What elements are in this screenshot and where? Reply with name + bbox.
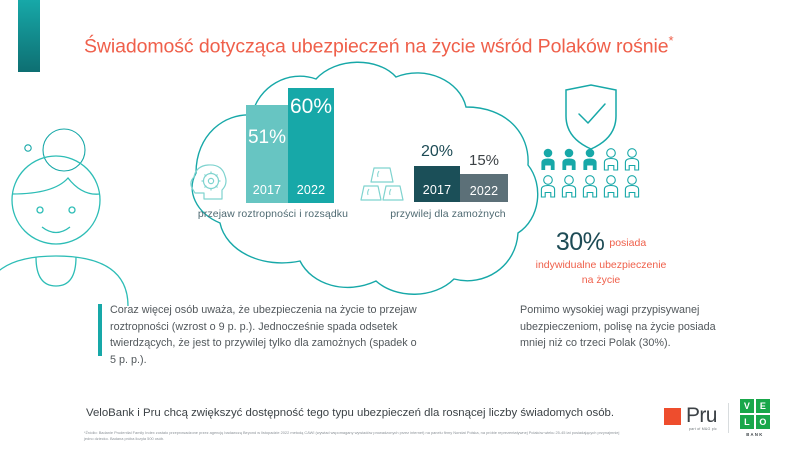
- people-row-bottom: [540, 175, 644, 199]
- person-illustration-icon: [0, 155, 129, 307]
- stat-description-line1: indywidualne ubezpieczenie: [535, 259, 667, 271]
- stat-description-line2: na życie: [581, 274, 621, 286]
- logo-lockup: Pru part of M&G plc V E L O BANK: [664, 396, 794, 440]
- person-icon-filled-2: [562, 148, 576, 170]
- velo-letter-v: V: [739, 399, 754, 414]
- bar-value-2017-privilege: 20%: [420, 143, 454, 160]
- pru-wordmark: Pru part of M&G plc: [686, 405, 717, 432]
- velo-letter-e: E: [755, 399, 770, 414]
- body-paragraph-right: Pomimo wysokiej wagi przypisywanej ubezp…: [520, 302, 720, 352]
- velo-letter-grid: V E L O: [739, 399, 770, 430]
- category-label-privilege: przywilej dla zamożnych: [390, 208, 506, 220]
- body-paragraph-left-text: Coraz więcej osób uważa, że ubezpieczeni…: [110, 304, 417, 366]
- logo-divider: [727, 403, 729, 433]
- category-label-prudence: przejaw roztropności i rozsądku: [197, 208, 349, 220]
- people-pictogram: [540, 148, 644, 202]
- person-icon-outline-7: [561, 175, 577, 198]
- person-icon-filled-3: [583, 148, 597, 170]
- bar-2017-privilege: 20% 2017: [414, 143, 460, 202]
- gold-bars-icon: [360, 167, 404, 201]
- bar-value-2017-prudence: 51%: [247, 127, 287, 148]
- stat-number: 30%: [555, 228, 605, 256]
- bar-group-privilege: 20% 2017 15% 2022: [414, 143, 508, 202]
- person-icon-outline-5: [624, 148, 640, 171]
- footer-statement: VeloBank i Pru chcą zwiększyć dostępność…: [86, 407, 615, 419]
- person-icon-outline-10: [624, 175, 640, 198]
- bar-value-2022-privilege: 15%: [468, 152, 500, 169]
- teal-rule-left: [98, 304, 102, 356]
- bar-2022-prudence: 60% 2022: [288, 88, 334, 203]
- bar-group-prudence: 51% 2017 60% 2022: [246, 88, 334, 203]
- pru-logo: Pru part of M&G plc: [664, 405, 717, 432]
- title-footnote-marker: *: [668, 33, 674, 48]
- people-row-top: [540, 148, 644, 172]
- bar-2017-prudence: 51% 2017: [246, 105, 288, 203]
- page-title-text: Świadomość dotycząca ubezpieczeń na życi…: [84, 35, 669, 58]
- body-paragraph-right-text: Pomimo wysokiej wagi przypisywanej ubezp…: [520, 304, 716, 349]
- footnote-source: *Źródło: Badanie Prudential Family Index…: [84, 430, 620, 441]
- pru-word: Pru: [686, 403, 717, 427]
- decorative-circles: [24, 128, 86, 172]
- person-icon-outline-4: [603, 148, 619, 171]
- page-title: Świadomość dotycząca ubezpieczeń na życi…: [84, 28, 744, 60]
- accent-bar: [18, 0, 40, 72]
- pru-tagline: part of M&G plc: [688, 426, 717, 431]
- pru-square-icon: [664, 407, 681, 425]
- brain-gear-icon: [190, 164, 227, 200]
- person-icon-filled-1: [541, 148, 555, 170]
- bar-value-2022-prudence: 60%: [289, 95, 333, 118]
- velo-bank-word: BANK: [746, 431, 764, 437]
- stat-ownership: 30% posiada indywidualne ubezpieczenie na…: [516, 228, 686, 287]
- velo-letter-o: O: [755, 415, 770, 430]
- shield-check-icon: [565, 84, 617, 150]
- bar-2022-privilege: 15% 2022: [460, 152, 508, 202]
- bar-year-2017-prudence: 2017: [252, 183, 282, 197]
- velobank-logo: V E L O BANK: [739, 399, 770, 437]
- bar-year-2022-privilege: 2022: [469, 184, 499, 198]
- velo-letter-l: L: [739, 415, 754, 430]
- body-paragraph-left: Coraz więcej osób uważa, że ubezpieczeni…: [98, 302, 418, 368]
- person-icon-outline-9: [603, 175, 619, 198]
- bar-year-2022-prudence: 2022: [296, 183, 326, 197]
- person-icon-outline-6: [540, 175, 556, 198]
- bar-year-2017-privilege: 2017: [422, 183, 452, 197]
- person-icon-outline-8: [582, 175, 598, 198]
- stat-suffix: posiada: [609, 236, 647, 249]
